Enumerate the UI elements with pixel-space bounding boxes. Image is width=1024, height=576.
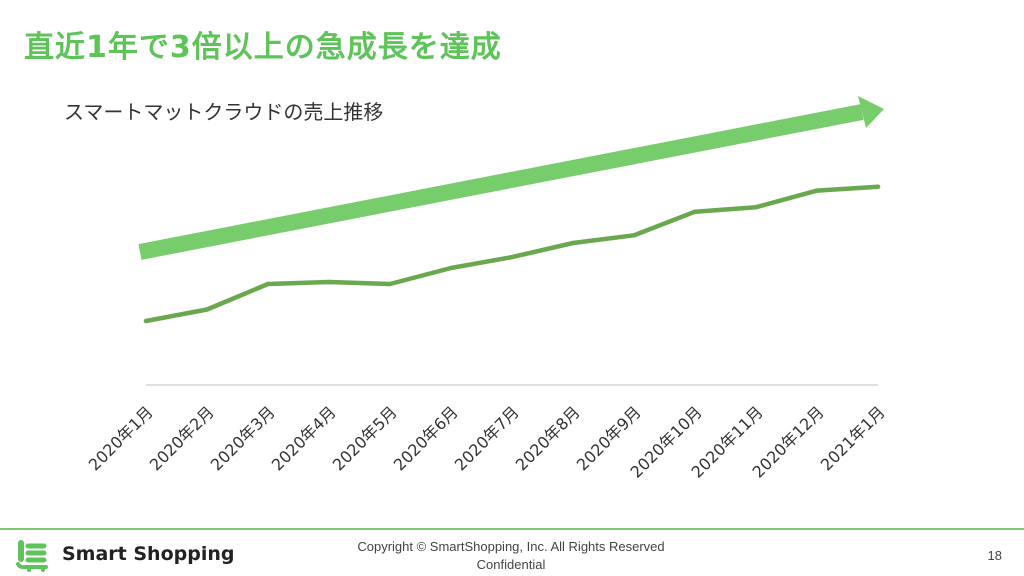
data-point-12 [814, 188, 820, 193]
data-point-6 [448, 265, 454, 271]
data-point-13 [875, 184, 881, 189]
x-tick-label-4: 2020年4月 [268, 402, 340, 474]
trend-arrow-head-icon [858, 96, 884, 128]
x-tick-label-3: 2020年3月 [207, 402, 279, 474]
data-point-10 [692, 209, 698, 214]
copyright-notice: Copyright © SmartShopping, Inc. All Righ… [330, 538, 692, 574]
smart-shopping-logo-icon [16, 540, 48, 572]
x-tick-label-5: 2020年5月 [329, 402, 401, 474]
chart-title: スマートマットクラウドの売上推移 [64, 100, 384, 124]
slide-title: 直近1年で3倍以上の急成長を達成 [24, 30, 502, 65]
sales-line-chart: 2020年1月2020年2月2020年3月2020年4月2020年5月2020年… [85, 96, 889, 482]
data-point-4 [326, 279, 332, 285]
data-point-5 [387, 281, 393, 287]
x-tick-label-6: 2020年6月 [390, 402, 462, 474]
brand-name: Smart Shopping [62, 543, 235, 565]
confidential-label: Confidential [476, 557, 546, 572]
data-point-3 [265, 281, 271, 287]
footer-divider [0, 528, 1024, 530]
data-point-9 [631, 233, 637, 238]
data-point-1 [143, 318, 149, 324]
x-tick-label-8: 2020年8月 [512, 402, 584, 474]
x-tick-label-7: 2020年7月 [451, 402, 523, 474]
data-point-8 [570, 240, 576, 246]
sales-series-line [143, 184, 881, 324]
data-point-2 [204, 307, 210, 312]
data-point-11 [753, 205, 759, 210]
page-number: 18 [987, 548, 1002, 563]
x-tick-label-2: 2020年2月 [146, 402, 218, 474]
x-tick-label-13: 2021年1月 [817, 402, 889, 474]
data-point-7 [509, 254, 515, 260]
x-tick-label-1: 2020年1月 [85, 402, 157, 474]
trend-arrow-shaft [138, 104, 864, 260]
copyright-text: Copyright © SmartShopping, Inc. All Righ… [357, 539, 665, 554]
